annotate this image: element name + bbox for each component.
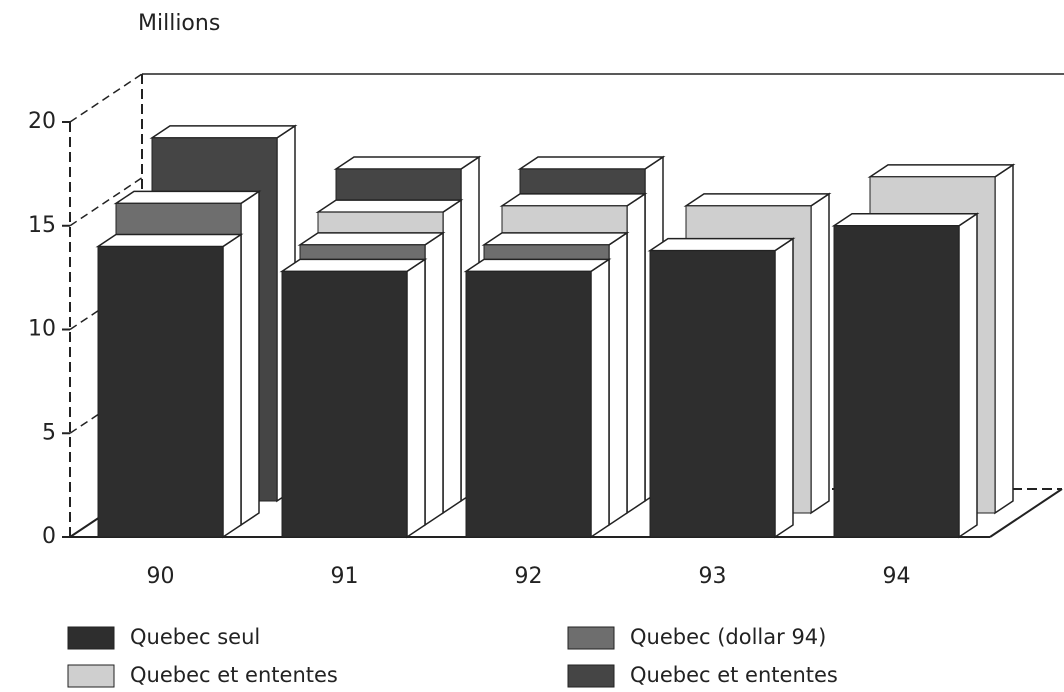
bar-side <box>626 192 646 515</box>
bar-front <box>281 270 408 538</box>
bar-top <box>867 164 1016 178</box>
bar-top <box>279 258 428 273</box>
bar-top <box>647 237 796 252</box>
bar-top <box>683 193 832 207</box>
legend: Quebec seul Quebec (dollar 94) Quebec et e… <box>67 625 838 688</box>
legend-label: Quebec (dollar 94) <box>630 625 826 649</box>
bar-side <box>424 231 444 527</box>
bar-side <box>406 257 426 539</box>
grid-line <box>69 177 143 227</box>
legend-label: Quebec et ententes <box>130 663 338 687</box>
y-tick-label: 15 <box>28 213 56 238</box>
bar-top <box>481 232 630 246</box>
legend-swatch <box>67 664 115 688</box>
bar <box>95 233 244 539</box>
x-tick-label: 93 <box>699 564 727 589</box>
bar-top <box>95 233 244 248</box>
axis-line <box>989 488 1063 538</box>
bar-side <box>774 237 794 539</box>
y-tick-label: 10 <box>28 317 56 342</box>
x-tick-label: 92 <box>515 564 543 589</box>
bar-front <box>97 246 224 538</box>
bar-top <box>463 258 612 273</box>
bar-top <box>499 193 648 207</box>
bar-side <box>608 231 628 527</box>
bar-top <box>831 213 980 227</box>
grid-line <box>69 73 143 123</box>
bar-top <box>333 156 482 170</box>
bar <box>279 257 428 539</box>
legend-label: Quebec seul <box>130 625 260 649</box>
bar <box>831 212 980 539</box>
bar-side <box>240 189 260 527</box>
y-tick-label: 0 <box>42 524 56 549</box>
bar-front <box>833 225 960 538</box>
bar-side <box>810 192 830 515</box>
bar-front <box>649 250 776 538</box>
legend-swatch <box>67 626 115 650</box>
bar-side <box>590 257 610 539</box>
x-tick-label: 91 <box>331 564 359 589</box>
bar-top <box>297 232 446 246</box>
y-tick-label: 20 <box>28 109 56 134</box>
bar-side <box>958 212 978 539</box>
bar-side <box>442 198 462 515</box>
x-tick-label: 94 <box>883 564 911 589</box>
bar-side <box>222 233 242 539</box>
x-tick-label: 90 <box>147 564 175 589</box>
bar-top <box>315 199 464 213</box>
legend-label: Quebec et ententes <box>630 663 838 687</box>
bar-side <box>994 163 1014 515</box>
y-axis-label: Millions <box>138 11 220 36</box>
bar <box>647 237 796 539</box>
bar-top <box>149 125 298 139</box>
y-tick-label: 5 <box>42 420 56 445</box>
bar-top <box>113 190 262 205</box>
bar <box>463 257 612 539</box>
bar-front <box>465 270 592 538</box>
legend-swatch <box>567 626 615 650</box>
bar-top <box>517 156 666 170</box>
legend-swatch <box>567 664 615 688</box>
